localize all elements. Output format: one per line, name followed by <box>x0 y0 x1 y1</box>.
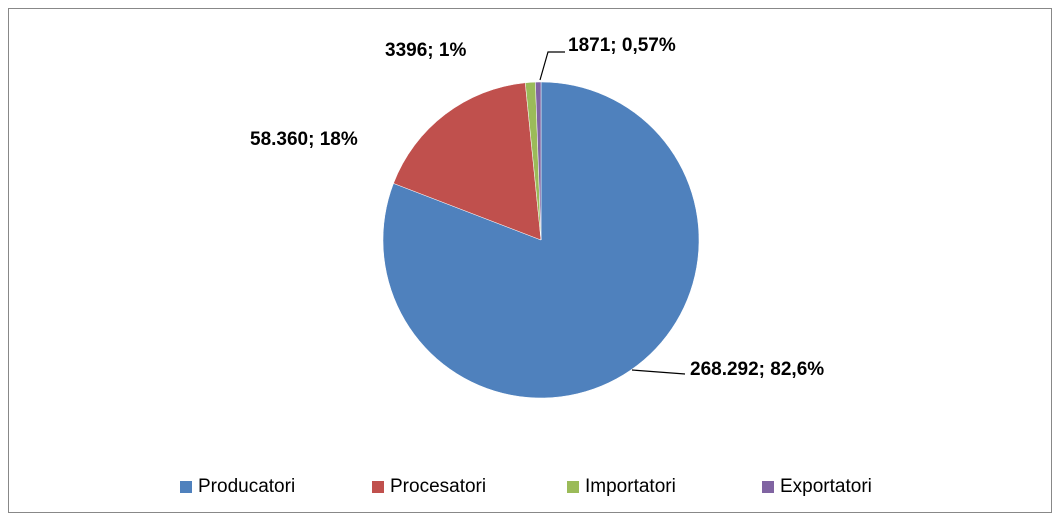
data-label: 3396; 1% <box>385 40 466 61</box>
pie-slice <box>535 81 542 241</box>
legend-swatch <box>762 481 774 493</box>
data-label: 58.360; 18% <box>250 129 358 150</box>
data-label: 1871; 0,57% <box>568 35 676 56</box>
legend-swatch <box>567 481 579 493</box>
pie-slice <box>393 82 542 241</box>
leader-line <box>539 51 565 81</box>
legend-label: Importatori <box>585 476 676 497</box>
legend-label: Producatori <box>198 476 295 497</box>
legend-label: Procesatori <box>390 476 486 497</box>
legend-label: Exportatori <box>780 476 872 497</box>
legend-swatch <box>372 481 384 493</box>
leader-line <box>631 369 686 375</box>
legend-swatch <box>180 481 192 493</box>
data-label: 268.292; 82,6% <box>690 359 824 380</box>
